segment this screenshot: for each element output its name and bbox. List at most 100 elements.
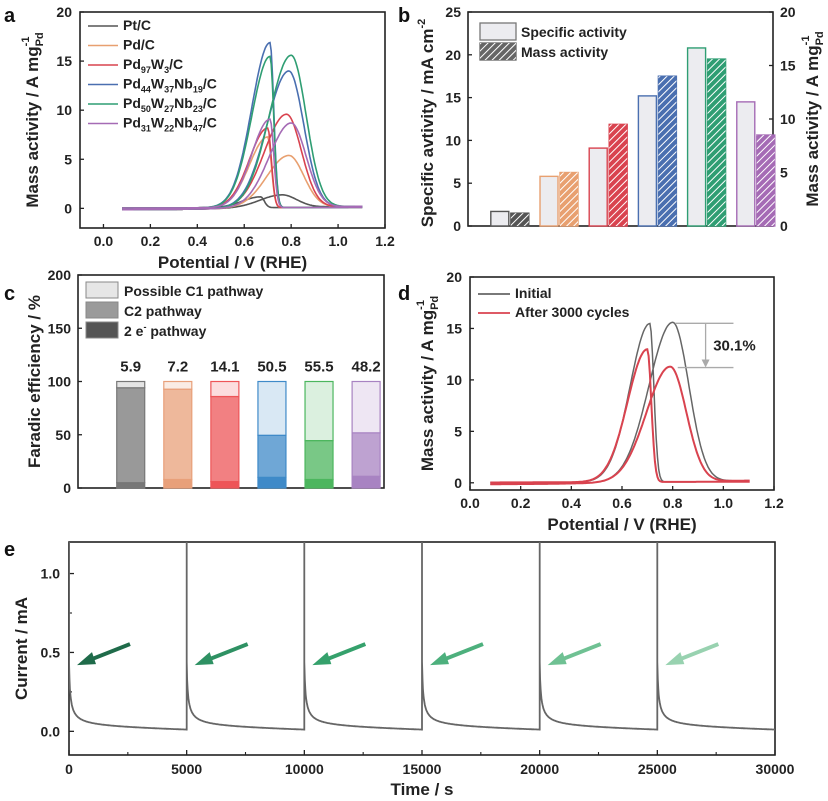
arrow-head — [312, 652, 332, 666]
arrow-head — [430, 652, 449, 666]
chronoamperometry-line — [69, 542, 775, 731]
panel-a-cv-chart: 0.0 0.2 0.4 0.6 0.8 1.0 1.2 0 5 10 15 20 Potential /… — [20, 4, 395, 272]
bar-specific-activity — [637, 95, 658, 227]
bar-specific-activity — [736, 101, 756, 227]
stacked-bar-segment — [257, 476, 287, 489]
y-tick-label: 0 — [453, 218, 461, 234]
y-tick-label: 0 — [64, 200, 72, 216]
legend-label: Pd31W22Nb47/C — [123, 115, 217, 134]
panel-b-activity-bar-chart: 0 5 10 15 20 25 0 5 10 15 20 Specific avtivity / mA… — [416, 4, 826, 234]
y-axis-label: Current / mA — [12, 597, 31, 700]
y-tick-label: 10 — [56, 102, 72, 118]
stacked-bar-segment — [304, 478, 334, 489]
arrow-shaft — [321, 642, 367, 663]
legend-label: Pd44W37Nb19/C — [123, 76, 217, 95]
bar-specific-activity — [686, 47, 707, 227]
y2-tick-label: 15 — [780, 58, 796, 74]
y-tick-label: 0.0 — [41, 723, 61, 739]
legend-label: Pd50W27Nb23/C — [123, 95, 217, 114]
x-axis-label: Potential / V (RHE) — [547, 515, 696, 534]
stacked-bar-segment — [304, 440, 334, 481]
y-axis-label: Faradic efficiency / % — [25, 295, 44, 468]
x-tick-label: 0.2 — [511, 495, 531, 511]
y-axis-label: Specific avtivity / mA cm-2 — [416, 19, 437, 228]
legend-label: Possible C1 pathway — [124, 283, 263, 299]
stacked-bar-segment — [116, 387, 146, 484]
arrow-shaft — [203, 642, 249, 663]
bar-data-label: 14.1 — [210, 359, 239, 376]
legend-label: Pd/C — [123, 37, 155, 53]
stacked-bar-segment — [257, 434, 287, 478]
y2-axis-label: Mass activity / A mgPd-1 — [800, 31, 826, 206]
arrow-head — [194, 652, 214, 666]
y-tick-label: 0.5 — [41, 644, 61, 660]
bar-specific-activity — [539, 175, 559, 227]
bar-mass-activity-hatch — [658, 76, 677, 226]
arrow-shaft — [86, 642, 131, 663]
panel-label-b: b — [398, 5, 410, 27]
stacked-bar-segment — [257, 380, 287, 436]
x-tick-label: 10000 — [285, 761, 324, 777]
arrow-head — [665, 652, 685, 666]
y-tick-label: 20 — [56, 4, 72, 20]
stacked-bar-segment — [163, 478, 193, 489]
y-tick-label: 10 — [445, 132, 461, 148]
y-tick-label: 150 — [48, 320, 72, 336]
legend-label: Pd97W3/C — [123, 56, 183, 75]
y2-tick-label: 10 — [780, 111, 796, 127]
legend-swatch — [85, 281, 119, 299]
y-tick-label: 10 — [446, 372, 462, 388]
bar-data-label: 5.9 — [120, 359, 141, 376]
y-tick-label: 15 — [445, 90, 461, 106]
bar-specific-activity — [588, 147, 608, 227]
y-axis-label: Mass activity / A mgPd-1 — [20, 32, 46, 207]
panel-d-stability-cv-chart: 0.0 0.2 0.4 0.6 0.8 1.0 1.2 0 5 10 15 20 Potential /… — [415, 269, 784, 534]
x-tick-label: 15000 — [403, 761, 442, 777]
y2-tick-label: 20 — [780, 4, 796, 20]
x-tick-label: 0.8 — [663, 495, 683, 511]
y-tick-label: 20 — [445, 47, 461, 63]
y-tick-label: 15 — [446, 320, 462, 336]
legend-swatch — [85, 321, 119, 339]
annotation-text: 30.1% — [713, 337, 756, 354]
x-tick-label: 5000 — [171, 761, 202, 777]
x-axis-label: Time / s — [391, 780, 454, 799]
y-tick-label: 5 — [453, 175, 461, 191]
legend-label: After 3000 cycles — [515, 304, 630, 320]
legend-swatch — [85, 301, 119, 319]
x-tick-label: 1.0 — [328, 233, 348, 249]
bar-data-label: 48.2 — [352, 359, 381, 376]
y-tick-label: 1.0 — [41, 566, 61, 582]
panel-e-chronoamperometry-chart: 0 5000 10000 15000 20000 25000 30000 0.0 0.5 1.0 T… — [12, 541, 795, 799]
series-line-1 — [490, 348, 750, 486]
legend-label-mass: Mass activity — [521, 44, 608, 60]
y-tick-label: 5 — [64, 151, 72, 167]
stacked-bar-segment — [351, 432, 381, 477]
y-axis-label: Mass activity / A mgPd-1 — [415, 296, 441, 471]
legend-label: C2 pathway — [124, 303, 202, 319]
x-tick-label: 0.8 — [281, 233, 301, 249]
bar-mass-activity-hatch — [560, 172, 579, 226]
stacked-bar-segment — [351, 475, 381, 489]
bar-mass-activity-hatch — [756, 135, 775, 226]
legend-label: 2 e- pathway — [124, 322, 207, 339]
y2-tick-label: 5 — [780, 165, 788, 181]
y-tick-label: 0 — [454, 475, 462, 491]
x-tick-label: 1.0 — [714, 495, 734, 511]
stacked-bar-segment — [351, 380, 381, 434]
legend-label: Pt/C — [123, 17, 151, 33]
panel-label-a: a — [4, 5, 16, 27]
x-axis-label: Potential / V (RHE) — [158, 253, 307, 272]
series-line-1 — [122, 135, 363, 211]
bar-mass-activity-hatch — [707, 59, 726, 226]
y-tick-label: 20 — [446, 269, 462, 285]
arrow-head — [547, 652, 567, 666]
x-tick-label: 1.2 — [375, 233, 395, 249]
legend-label-specific: Specific activity — [521, 24, 627, 40]
bar-data-label: 50.5 — [257, 359, 286, 376]
stacked-bar-segment — [116, 380, 146, 389]
y-tick-label: 200 — [48, 267, 72, 283]
y-tick-label: 5 — [454, 423, 462, 439]
